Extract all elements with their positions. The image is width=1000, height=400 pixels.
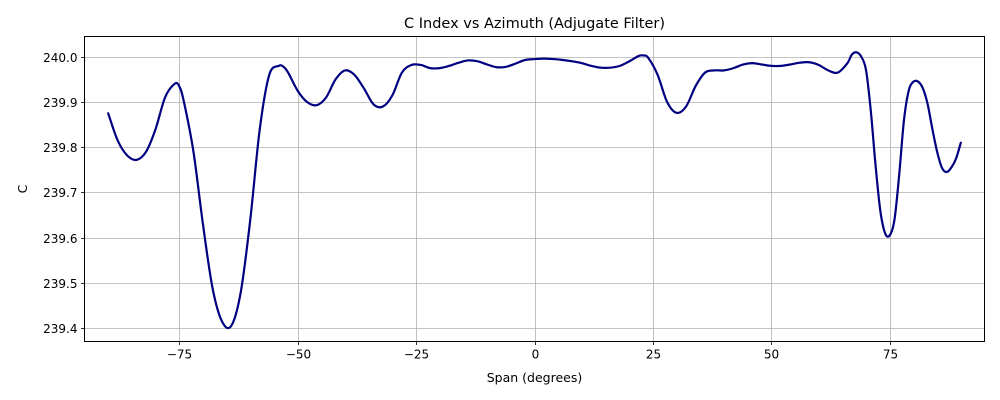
x-tick-label: 50 (764, 348, 779, 362)
plot-frame (84, 36, 985, 342)
x-tick-label: 25 (646, 348, 661, 362)
y-tick-label: 239.6 (43, 232, 77, 246)
x-axis: −75 −50 −25 0 25 50 75 (167, 341, 898, 362)
y-axis-label: C (15, 184, 30, 193)
y-tick-label: 240.0 (43, 51, 77, 65)
x-tick-label: −50 (286, 348, 311, 362)
series-line (107, 51, 962, 330)
y-tick-label: 239.4 (43, 322, 77, 336)
x-tick-label: 0 (532, 348, 540, 362)
grid (84, 36, 985, 342)
y-axis: 239.4 239.5 239.6 239.7 239.8 239.9 240.0 (43, 51, 85, 336)
x-tick-label: −75 (167, 348, 192, 362)
y-tick-label: 239.7 (43, 186, 77, 200)
x-tick-label: 75 (883, 348, 898, 362)
y-tick-label: 239.8 (43, 141, 77, 155)
x-axis-label: Span (degrees) (487, 370, 583, 385)
chart-title: C Index vs Azimuth (Adjugate Filter) (404, 16, 665, 32)
y-tick-label: 239.5 (43, 277, 77, 291)
plot-area (107, 51, 962, 330)
x-tick-label: −25 (404, 348, 429, 362)
y-tick-label: 239.9 (43, 96, 77, 110)
